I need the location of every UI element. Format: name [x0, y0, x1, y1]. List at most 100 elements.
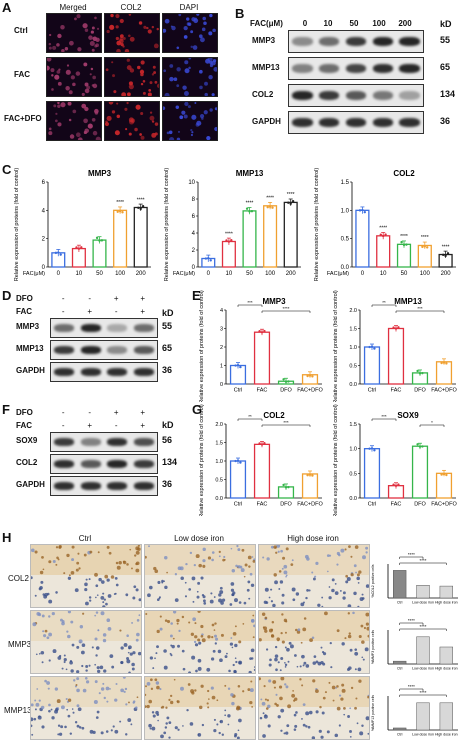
- significance-label: ****: [419, 690, 426, 695]
- data-point: [282, 483, 285, 487]
- significance-bracket: [399, 556, 424, 559]
- y-tick-label: 6: [192, 214, 196, 220]
- bar: [393, 570, 407, 599]
- data-point: [260, 443, 264, 446]
- x-tick-label: Ctrl: [234, 502, 243, 508]
- y-tick-label: 0.5: [341, 237, 350, 243]
- y-tick-label: 2.0: [215, 422, 223, 428]
- sign-dfo-2: +: [113, 294, 119, 303]
- data-point: [268, 205, 272, 208]
- x-tick-label: Low dose iron: [412, 601, 434, 605]
- bar: [283, 201, 298, 268]
- band: [372, 117, 393, 128]
- d-row-label-mmp13: MMP13: [16, 344, 44, 353]
- data-point: [363, 210, 366, 214]
- data-point: [442, 361, 446, 364]
- x-tick-label: 10: [380, 271, 387, 277]
- chart-e-mmp3: MMP3 0 1 2 3 4 Relative expression of proteins…: [199, 290, 323, 402]
- band: [345, 36, 367, 47]
- significance-label: ****: [408, 552, 415, 557]
- band: [107, 324, 128, 332]
- data-point: [263, 442, 266, 445]
- x-tick-label: Ctrl: [234, 388, 243, 394]
- y-tick-label: 1.0: [349, 345, 357, 351]
- data-point: [361, 208, 364, 212]
- chart-title: MMP3: [262, 297, 286, 306]
- data-point: [397, 326, 400, 329]
- x-prefix-label: FAC(μM): [23, 271, 45, 277]
- x-tick-label: FAC+DFO: [297, 502, 323, 508]
- data-point: [287, 485, 290, 489]
- data-point: [418, 372, 422, 375]
- data-point: [284, 486, 288, 489]
- band: [107, 460, 128, 468]
- data-point: [287, 201, 290, 204]
- y-axis-label: %COL2 positive cells: [371, 564, 375, 597]
- ihc-row-mmp13: MMP13: [4, 706, 32, 715]
- band: [80, 346, 101, 354]
- y-axis-label: Relative expression of proteins (fold of…: [14, 168, 20, 281]
- significance-bracket: [399, 694, 447, 697]
- data-point: [284, 380, 288, 383]
- significance-label: ****: [419, 558, 426, 563]
- band: [399, 90, 420, 101]
- f-blot-gapdh: [50, 476, 158, 496]
- x-tick-label: 50: [246, 271, 253, 277]
- bar: [263, 205, 278, 268]
- bar: [363, 448, 381, 499]
- treatment-label-fac-d: FAC: [16, 307, 32, 316]
- chart-title: COL2: [263, 411, 285, 420]
- significance-label: ****: [419, 624, 426, 629]
- data-point: [95, 236, 99, 240]
- treatment-label-dfo-d: DFO: [16, 294, 33, 303]
- y-tick-label: 3: [220, 327, 223, 333]
- data-point: [116, 210, 119, 213]
- bar: [229, 460, 247, 499]
- sign-dfo-3: +: [140, 294, 146, 303]
- x-tick-label: 200: [441, 271, 452, 277]
- chart-h-col2: %COL2 positive cells Ctrl Low dose iron Hig…: [371, 552, 458, 605]
- data-point: [402, 243, 406, 247]
- x-tick-label: Low dose iron: [412, 667, 434, 671]
- x-tick-label: 0: [207, 271, 211, 277]
- y-axis-label: Relative expression of proteins (fold of…: [199, 290, 205, 402]
- x-tick-label: DFO: [280, 388, 292, 394]
- y-tick-label: 0.0: [349, 496, 357, 502]
- significance-label: **: [382, 300, 386, 305]
- conc-50: 50: [349, 19, 359, 28]
- data-point: [139, 207, 142, 211]
- chart-c-mmp13: MMP13 0 2 4 6 8 10 Relative expression of prote…: [164, 168, 301, 281]
- data-point: [291, 199, 295, 203]
- significance-label: ****: [287, 192, 295, 198]
- chart-h-mmp3: %MMP3 positive cells Ctrl Low dose iron Hig…: [371, 618, 458, 671]
- x-tick-label: 100: [420, 271, 431, 277]
- b-blot-mmp13: [288, 57, 424, 80]
- chart-title: SOX9: [397, 411, 419, 420]
- significance-label: *: [431, 420, 433, 425]
- f-blot-col2: [50, 454, 158, 474]
- bar: [393, 660, 407, 665]
- significance-label: ****: [379, 226, 387, 232]
- data-point: [446, 252, 450, 255]
- band: [345, 117, 367, 128]
- data-point: [80, 246, 83, 249]
- ihc-tile-r1-c0: [30, 610, 142, 674]
- chart-h-mmp13: %MMP13 positive cells Ctrl Low dose iron Hi…: [371, 684, 458, 737]
- data-point: [382, 234, 385, 238]
- band: [54, 368, 75, 376]
- bar: [411, 445, 429, 499]
- data-point: [416, 443, 419, 446]
- band: [133, 460, 154, 468]
- data-point: [258, 330, 261, 333]
- band: [319, 117, 340, 128]
- significance-label: ****: [408, 684, 415, 689]
- data-point: [289, 202, 292, 205]
- chart-title: MMP3: [88, 169, 112, 178]
- y-tick-label: 0.0: [349, 382, 357, 388]
- ihc-header-high: High dose iron: [287, 534, 339, 543]
- data-point: [384, 233, 387, 236]
- bar: [133, 206, 148, 268]
- significance-bracket: [419, 424, 445, 427]
- chart-c-col2: COL2 0.0 0.5 1.0 1.5 Relative expression of p…: [314, 168, 456, 281]
- x-tick-label: Ctrl: [368, 388, 377, 394]
